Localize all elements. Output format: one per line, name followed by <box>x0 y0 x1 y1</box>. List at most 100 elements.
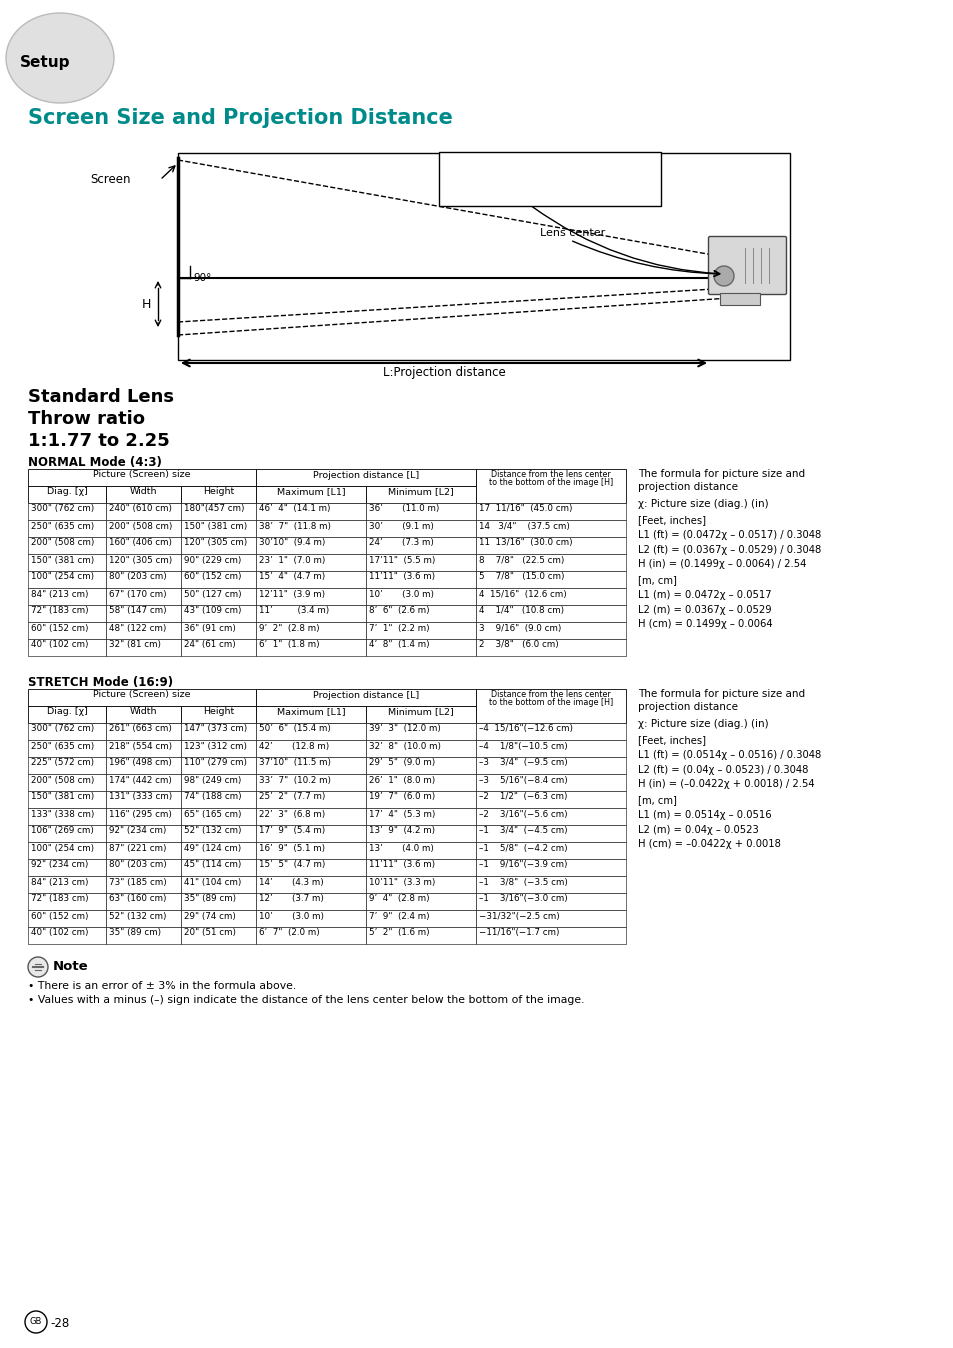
Bar <box>181 876 255 892</box>
Bar <box>181 639 255 656</box>
Bar <box>181 859 255 876</box>
Bar <box>106 758 181 774</box>
Text: –2    1/2"  (−6.3 cm): –2 1/2" (−6.3 cm) <box>478 793 567 802</box>
Text: 11’11"  (3.6 m): 11’11" (3.6 m) <box>369 860 435 869</box>
Text: Distance from the lens center: Distance from the lens center <box>491 470 610 479</box>
Bar <box>255 588 366 605</box>
Text: Maximum [L1]: Maximum [L1] <box>276 488 345 496</box>
Text: 7’  9"  (2.4 m): 7’ 9" (2.4 m) <box>369 911 429 921</box>
Bar <box>106 740 181 758</box>
Text: 200" (508 cm): 200" (508 cm) <box>30 538 94 547</box>
Text: 120" (305 cm): 120" (305 cm) <box>109 555 172 565</box>
Bar <box>255 876 366 892</box>
Bar <box>476 791 625 807</box>
Bar <box>366 892 476 910</box>
Text: 6’  1"  (1.8 m): 6’ 1" (1.8 m) <box>258 640 319 650</box>
Bar <box>366 639 476 656</box>
Text: 41" (104 cm): 41" (104 cm) <box>184 878 241 887</box>
Circle shape <box>28 957 48 977</box>
Bar <box>28 469 255 487</box>
Bar <box>106 520 181 537</box>
Bar <box>366 537 476 554</box>
Text: 5’  2"  (1.6 m): 5’ 2" (1.6 m) <box>369 929 429 937</box>
Text: 38’  7"  (11.8 m): 38’ 7" (11.8 m) <box>258 522 331 531</box>
Text: 17  11/16"  (45.0 cm): 17 11/16" (45.0 cm) <box>478 504 572 514</box>
Text: 23’  1"  (7.0 m): 23’ 1" (7.0 m) <box>258 555 325 565</box>
Bar <box>28 807 106 825</box>
Text: 4    1/4"   (10.8 cm): 4 1/4" (10.8 cm) <box>478 607 563 616</box>
Text: Width: Width <box>130 488 157 496</box>
Text: 14   3/4"    (37.5 cm): 14 3/4" (37.5 cm) <box>478 522 569 531</box>
Bar <box>255 487 366 503</box>
Text: –4  15/16"(−12.6 cm): –4 15/16"(−12.6 cm) <box>478 724 573 733</box>
Text: 10’11"  (3.3 m): 10’11" (3.3 m) <box>369 878 435 887</box>
Text: –1    3/16"(−3.0 cm): –1 3/16"(−3.0 cm) <box>478 895 567 903</box>
Text: 4  15/16"  (12.6 cm): 4 15/16" (12.6 cm) <box>478 589 566 599</box>
Text: 13’  9"  (4.2 m): 13’ 9" (4.2 m) <box>369 826 435 836</box>
Text: The formula for picture size and
projection distance: The formula for picture size and project… <box>638 469 804 492</box>
Text: [Feet, inches]
L1 (ft) = (0.0514χ – 0.0516) / 0.3048
L2 (ft) = (0.04χ – 0.0523) : [Feet, inches] L1 (ft) = (0.0514χ – 0.05… <box>638 735 821 790</box>
Bar <box>476 520 625 537</box>
Text: Height: Height <box>203 488 233 496</box>
Text: -28: -28 <box>50 1317 70 1330</box>
Bar <box>476 740 625 758</box>
Bar <box>366 876 476 892</box>
Text: Base line:: Base line: <box>446 158 497 168</box>
Bar <box>366 605 476 621</box>
Bar <box>181 774 255 791</box>
Bar <box>106 554 181 572</box>
Text: 200" (508 cm): 200" (508 cm) <box>30 775 94 785</box>
Bar <box>255 807 366 825</box>
Text: 60" (152 cm): 60" (152 cm) <box>184 573 241 581</box>
Bar <box>476 689 625 723</box>
Bar <box>255 892 366 910</box>
Bar <box>28 639 106 656</box>
Bar <box>255 927 366 944</box>
Text: 92" (234 cm): 92" (234 cm) <box>30 860 89 869</box>
Bar <box>255 554 366 572</box>
Text: –2    3/16"(−5.6 cm): –2 3/16"(−5.6 cm) <box>478 810 567 818</box>
Text: –4    1/8"(−10.5 cm): –4 1/8"(−10.5 cm) <box>478 741 567 751</box>
Bar <box>28 910 106 927</box>
Text: 100" (254 cm): 100" (254 cm) <box>30 844 94 852</box>
Text: 84" (213 cm): 84" (213 cm) <box>30 878 89 887</box>
Text: 123" (312 cm): 123" (312 cm) <box>184 741 247 751</box>
Bar <box>106 825 181 842</box>
Text: 42’       (12.8 m): 42’ (12.8 m) <box>258 741 329 751</box>
Bar <box>255 503 366 520</box>
Text: 19’  7"  (6.0 m): 19’ 7" (6.0 m) <box>369 793 435 802</box>
Bar <box>178 154 789 360</box>
Bar <box>366 554 476 572</box>
Text: 13’       (4.0 m): 13’ (4.0 m) <box>369 844 434 852</box>
Text: 36" (91 cm): 36" (91 cm) <box>184 624 235 632</box>
Text: 35" (89 cm): 35" (89 cm) <box>184 895 236 903</box>
Text: 150" (381 cm): 150" (381 cm) <box>30 555 94 565</box>
Bar <box>476 605 625 621</box>
Bar <box>106 706 181 723</box>
Bar <box>476 842 625 859</box>
Text: 43" (109 cm): 43" (109 cm) <box>184 607 241 616</box>
Circle shape <box>25 1312 47 1333</box>
Text: Picture (Screen) size: Picture (Screen) size <box>93 470 191 480</box>
Bar <box>106 503 181 520</box>
Bar <box>366 910 476 927</box>
Bar <box>255 537 366 554</box>
Text: The formula for picture size and
projection distance: The formula for picture size and project… <box>638 689 804 712</box>
Bar <box>28 774 106 791</box>
Text: Lens center: Lens center <box>539 228 604 239</box>
Bar <box>476 927 625 944</box>
FancyBboxPatch shape <box>708 236 785 294</box>
Text: Width: Width <box>130 708 157 717</box>
Text: 50" (127 cm): 50" (127 cm) <box>184 589 241 599</box>
Text: 20" (51 cm): 20" (51 cm) <box>184 929 235 937</box>
Bar <box>28 740 106 758</box>
Text: –3    3/4"  (−9.5 cm): –3 3/4" (−9.5 cm) <box>478 759 567 767</box>
Text: to the bottom of the image [H]: to the bottom of the image [H] <box>488 698 613 706</box>
Text: –1    5/8"  (−4.2 cm): –1 5/8" (−4.2 cm) <box>478 844 567 852</box>
Bar <box>181 503 255 520</box>
Bar <box>28 520 106 537</box>
Text: 80" (203 cm): 80" (203 cm) <box>109 860 167 869</box>
Bar <box>106 842 181 859</box>
Text: 17’  9"  (5.4 m): 17’ 9" (5.4 m) <box>258 826 325 836</box>
Bar <box>181 572 255 588</box>
